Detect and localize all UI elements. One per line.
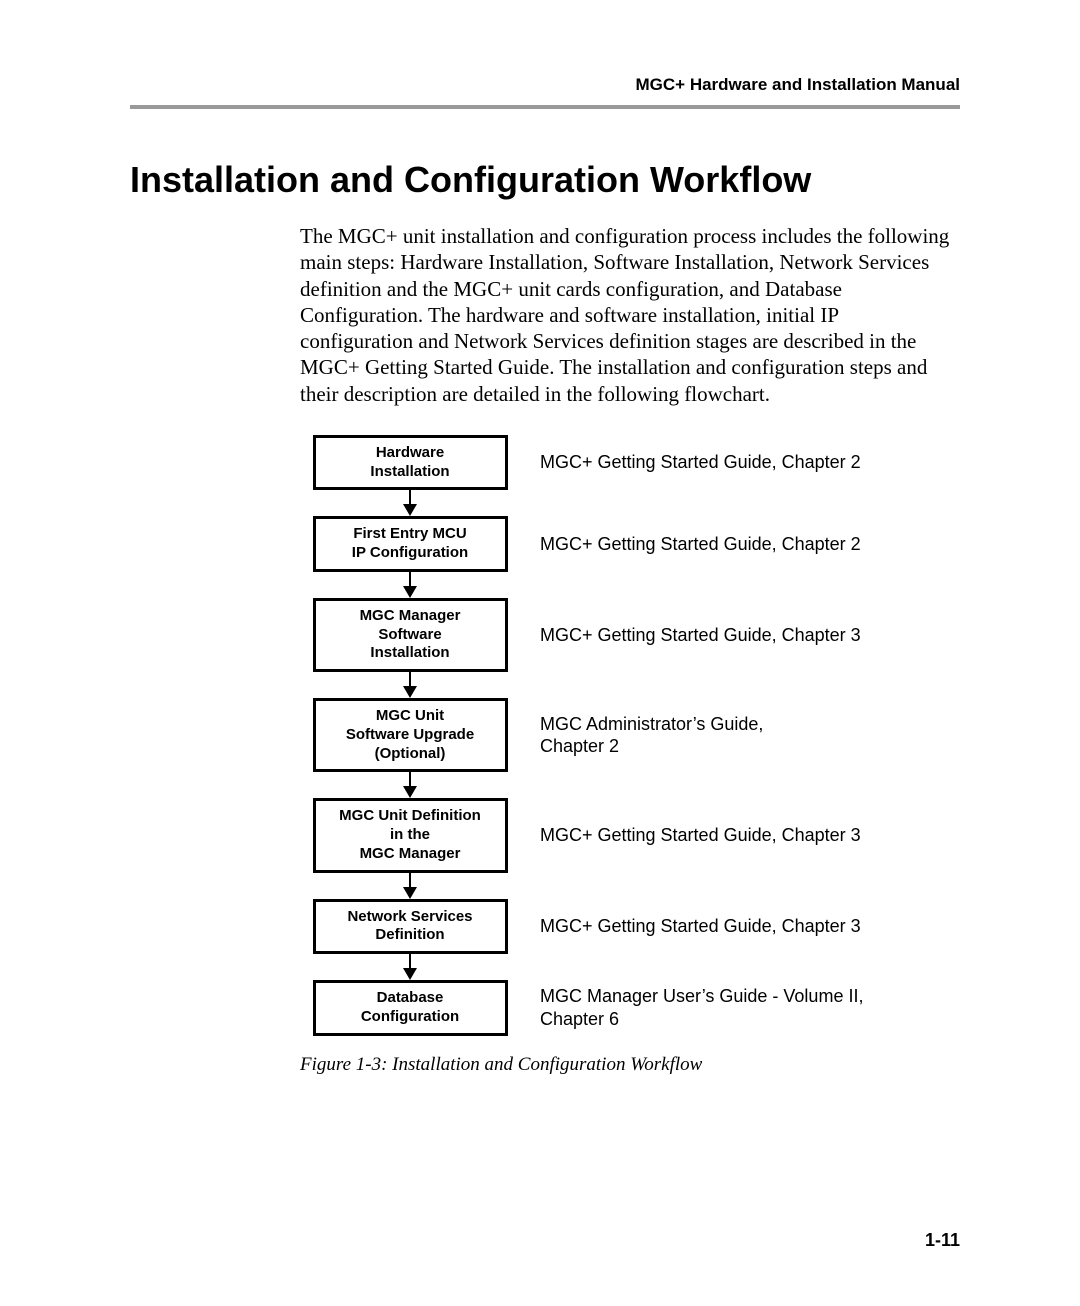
page-title: Installation and Configuration Workflow	[130, 159, 960, 201]
flowchart: Hardware Installation MGC+ Getting Start…	[300, 435, 960, 1036]
flow-annotation: MGC Administrator’s Guide, Chapter 2	[520, 713, 763, 758]
flow-annotation: MGC+ Getting Started Guide, Chapter 2	[520, 451, 861, 474]
running-head: MGC+ Hardware and Installation Manual	[130, 75, 960, 105]
flow-step: Hardware Installation MGC+ Getting Start…	[300, 435, 960, 491]
page-number: 1-11	[925, 1230, 960, 1251]
flow-annotation: MGC+ Getting Started Guide, Chapter 3	[520, 824, 861, 847]
flow-step: MGC Unit Software Upgrade (Optional) MGC…	[300, 698, 960, 772]
flow-box: MGC Unit Definition in the MGC Manager	[313, 798, 508, 872]
intro-paragraph: The MGC+ unit installation and configura…	[300, 223, 950, 407]
flow-annotation: MGC+ Getting Started Guide, Chapter 3	[520, 915, 861, 938]
flow-box: MGC Manager Software Installation	[313, 598, 508, 672]
flow-step: MGC Unit Definition in the MGC Manager M…	[300, 798, 960, 872]
flow-step: Network Services Definition MGC+ Getting…	[300, 899, 960, 955]
header-rule	[130, 105, 960, 109]
arrow-down-icon	[403, 954, 417, 980]
flow-annotation: MGC+ Getting Started Guide, Chapter 2	[520, 533, 861, 556]
flow-step: Database Configuration MGC Manager User’…	[300, 980, 960, 1036]
arrow-down-icon	[403, 572, 417, 598]
arrow-down-icon	[403, 672, 417, 698]
flow-box: MGC Unit Software Upgrade (Optional)	[313, 698, 508, 772]
arrow-down-icon	[403, 873, 417, 899]
figure-caption: Figure 1-3: Installation and Configurati…	[300, 1054, 960, 1076]
flow-annotation: MGC Manager User’s Guide - Volume II, Ch…	[520, 985, 863, 1030]
flow-box: Database Configuration	[313, 980, 508, 1036]
flow-annotation: MGC+ Getting Started Guide, Chapter 3	[520, 624, 861, 647]
arrow-down-icon	[403, 490, 417, 516]
flow-box: Network Services Definition	[313, 899, 508, 955]
flow-box: First Entry MCU IP Configuration	[313, 516, 508, 572]
flow-step: MGC Manager Software Installation MGC+ G…	[300, 598, 960, 672]
flow-box: Hardware Installation	[313, 435, 508, 491]
arrow-down-icon	[403, 772, 417, 798]
flow-step: First Entry MCU IP Configuration MGC+ Ge…	[300, 516, 960, 572]
